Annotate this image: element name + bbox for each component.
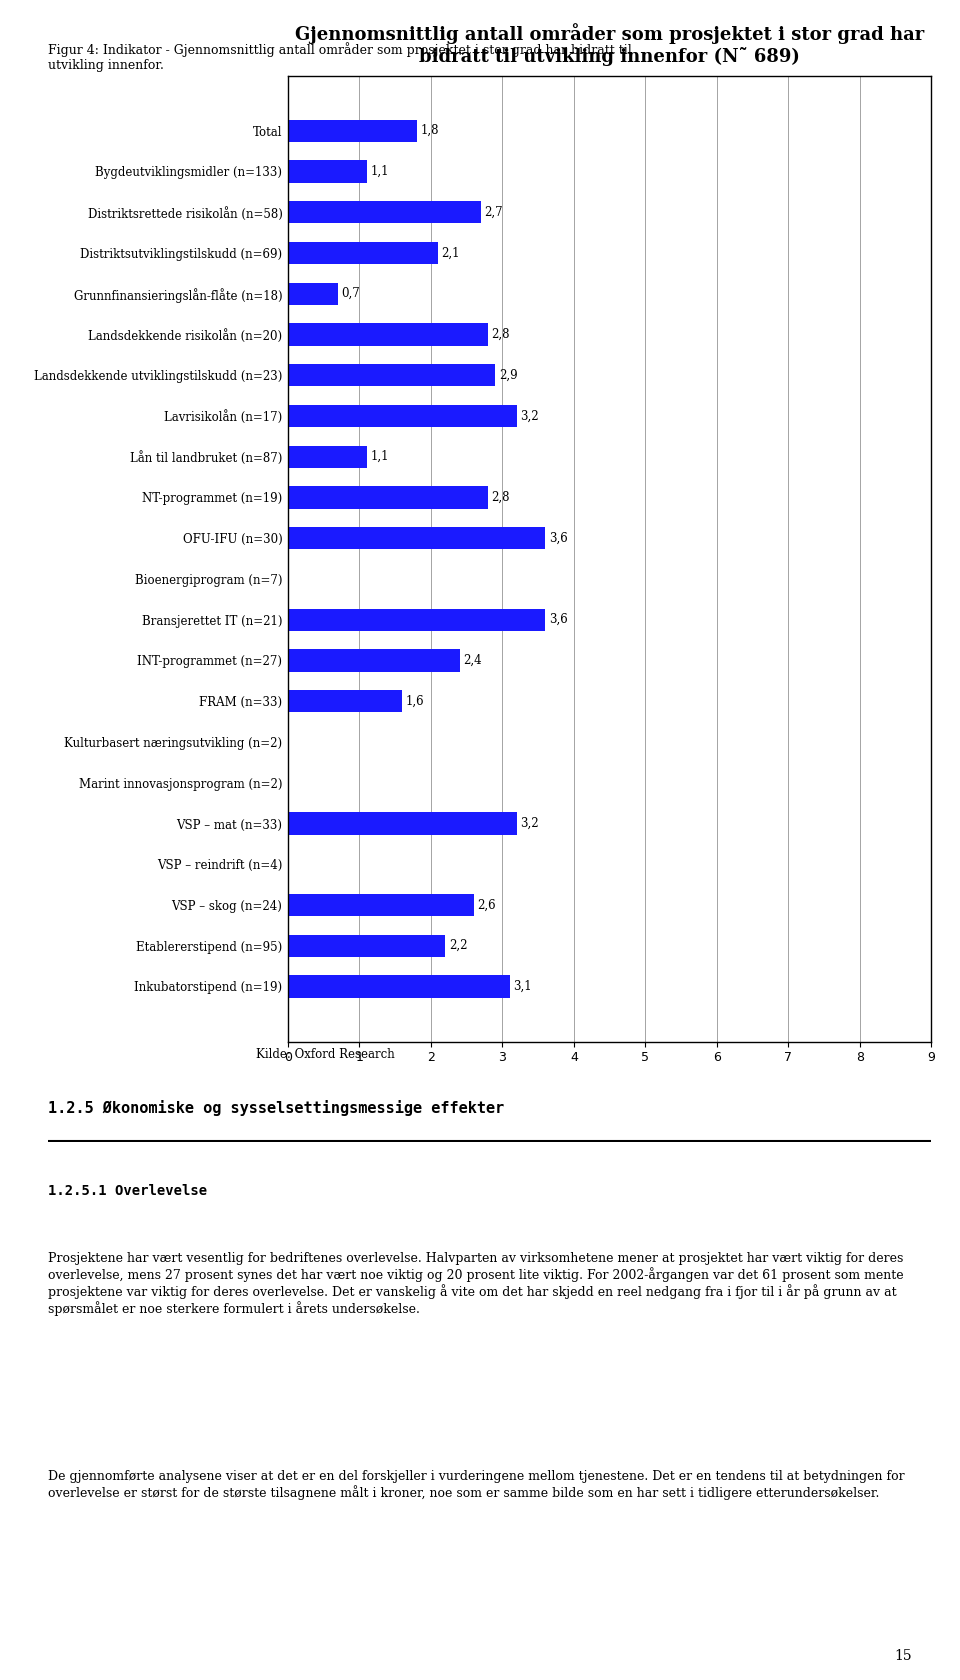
Text: 2,9: 2,9	[499, 368, 517, 381]
Text: 2,7: 2,7	[485, 205, 503, 218]
Bar	[288, 160, 367, 183]
Bar	[288, 976, 510, 998]
Bar	[288, 242, 438, 264]
Text: 3,2: 3,2	[520, 816, 539, 830]
Text: De gjennomførte analysene viser at det er en del forskjeller i vurderingene mell: De gjennomførte analysene viser at det e…	[48, 1470, 904, 1500]
Bar	[288, 405, 516, 427]
Text: 3,6: 3,6	[549, 533, 567, 544]
Text: 1,6: 1,6	[406, 696, 424, 707]
Text: 2,8: 2,8	[492, 491, 510, 504]
Bar	[288, 528, 545, 549]
Bar	[288, 648, 460, 672]
Bar	[288, 690, 402, 712]
Bar	[288, 894, 474, 916]
Text: 3,1: 3,1	[513, 979, 532, 993]
Bar	[288, 282, 338, 306]
Bar	[288, 119, 417, 141]
Text: 1,1: 1,1	[371, 165, 389, 178]
Text: 2,6: 2,6	[477, 899, 496, 912]
Text: 2,4: 2,4	[463, 654, 482, 667]
Title: Gjennomsnittlig antall områder som prosjektet i stor grad har
bidratt til utvikl: Gjennomsnittlig antall områder som prosj…	[295, 24, 924, 66]
Text: 3,6: 3,6	[549, 613, 567, 627]
Text: Figur 4: Indikator - Gjennomsnittlig antall områder som prosjektet i stor grad h: Figur 4: Indikator - Gjennomsnittlig ant…	[48, 42, 632, 72]
Text: 3,2: 3,2	[520, 410, 539, 422]
Text: 2,8: 2,8	[492, 328, 510, 341]
Text: 1.2.5.1 Overlevelse: 1.2.5.1 Overlevelse	[48, 1184, 207, 1198]
Text: 1.2.5 Økonomiske og sysselsettingsmessige effekter: 1.2.5 Økonomiske og sysselsettingsmessig…	[48, 1100, 504, 1117]
Text: 2,2: 2,2	[448, 939, 468, 953]
Bar	[288, 811, 516, 835]
Text: Prosjektene har vært vesentlig for bedriftenes overlevelse. Halvparten av virkso: Prosjektene har vært vesentlig for bedri…	[48, 1252, 903, 1317]
Text: 1,8: 1,8	[420, 124, 439, 138]
Bar	[288, 486, 488, 509]
Text: 1,1: 1,1	[371, 450, 389, 464]
Bar	[288, 934, 445, 958]
Bar	[288, 445, 367, 469]
Bar	[288, 608, 545, 632]
Bar	[288, 202, 481, 223]
Bar	[288, 365, 495, 386]
Text: 2,1: 2,1	[442, 247, 460, 259]
Text: Kilde: Oxford Research: Kilde: Oxford Research	[255, 1048, 395, 1060]
Text: 0,7: 0,7	[342, 287, 360, 301]
Text: 15: 15	[895, 1650, 912, 1663]
Bar	[288, 323, 488, 346]
